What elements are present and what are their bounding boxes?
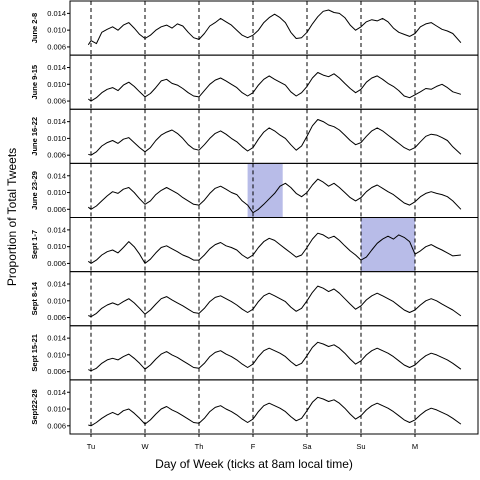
panel-4: 0.014 0.010 0.006 June 23-29 [30,162,479,218]
x-tick-label: Th [195,442,204,451]
x-tick-label: F [251,442,256,451]
y-tick-label: 0.014 [47,117,66,126]
panel-frame [69,0,479,56]
y-tick-label: 0.014 [47,334,66,343]
panel-5: 0.014 0.010 0.006 Sept 1-7 [30,217,479,273]
panel-2: 0.014 0.010 0.006 June 9-15 [30,54,479,110]
panel-label: June 2-8 [30,13,39,43]
panel-label: June 16-22 [30,117,39,156]
series-line [88,396,462,427]
y-tick-label: 0.010 [47,405,66,414]
panel-3: 0.014 0.010 0.006 June 16-22 [30,108,479,164]
x-tick-label: M [412,442,418,451]
y-tick-label: 0.014 [47,9,66,18]
y-tick-label: 0.006 [47,97,66,106]
y-tick-label: 0.006 [47,151,66,160]
x-tick-label: W [141,442,149,451]
panel-frame [69,54,479,110]
y-tick-label: 0.006 [47,42,66,51]
y-tick-label: 0.014 [47,225,66,234]
y-tick-label: 0.014 [47,171,66,180]
panel-frame [69,217,479,273]
series-line [88,341,462,372]
y-tick-label: 0.006 [47,421,66,430]
series-line [87,178,462,214]
y-tick-label: 0.010 [47,296,66,305]
y-tick-label: 0.010 [47,242,66,251]
panel-frame [69,325,479,381]
panel-label: Sept 8-14 [30,281,39,315]
series-line [87,9,462,46]
highlight-region [361,218,415,272]
panel-label: June 23-29 [30,171,39,210]
series-line [88,119,462,156]
y-tick-label: 0.006 [47,367,66,376]
panel-1: 0.014 0.010 0.006 June 2-8 [30,0,479,56]
y-tick-label: 0.006 [47,313,66,322]
panel-6: 0.014 0.010 0.006 Sept 8-14 [30,271,479,327]
y-tick-label: 0.014 [47,280,66,289]
x-tick-label: Su [356,442,365,451]
panel-frame [69,271,479,327]
y-tick-label: 0.010 [47,188,66,197]
y-tick-label: 0.014 [47,63,66,72]
y-tick-label: 0.006 [47,259,66,268]
y-tick-label: 0.010 [47,80,66,89]
y-tick-label: 0.010 [47,26,66,35]
x-tick-label: Sa [302,442,312,451]
panel-label: June 9-15 [30,65,39,100]
panel-frame [69,108,479,164]
y-tick-label: 0.010 [47,350,66,359]
panel-label: Sept22-28 [30,389,39,424]
series-line [87,232,461,264]
y-axis-title: Proportion of Total Tweets [5,148,19,286]
panel-frame [69,379,479,435]
x-tick-label: Tu [87,442,95,451]
panel-label: Sept 15-21 [30,334,39,372]
panel-7: 0.014 0.010 0.006 Sept 15-21 [30,325,479,381]
y-tick-label: 0.006 [47,205,66,214]
x-axis-title: Day of Week (ticks at 8am local time) [155,457,353,471]
series-line [88,285,462,318]
panel-8: 0.014 0.010 0.006 Sept22-28 [30,379,479,435]
y-tick-label: 0.014 [47,388,66,397]
y-tick-label: 0.010 [47,134,66,143]
series-line [87,72,462,102]
panel-label: Sept 1-7 [30,230,39,259]
